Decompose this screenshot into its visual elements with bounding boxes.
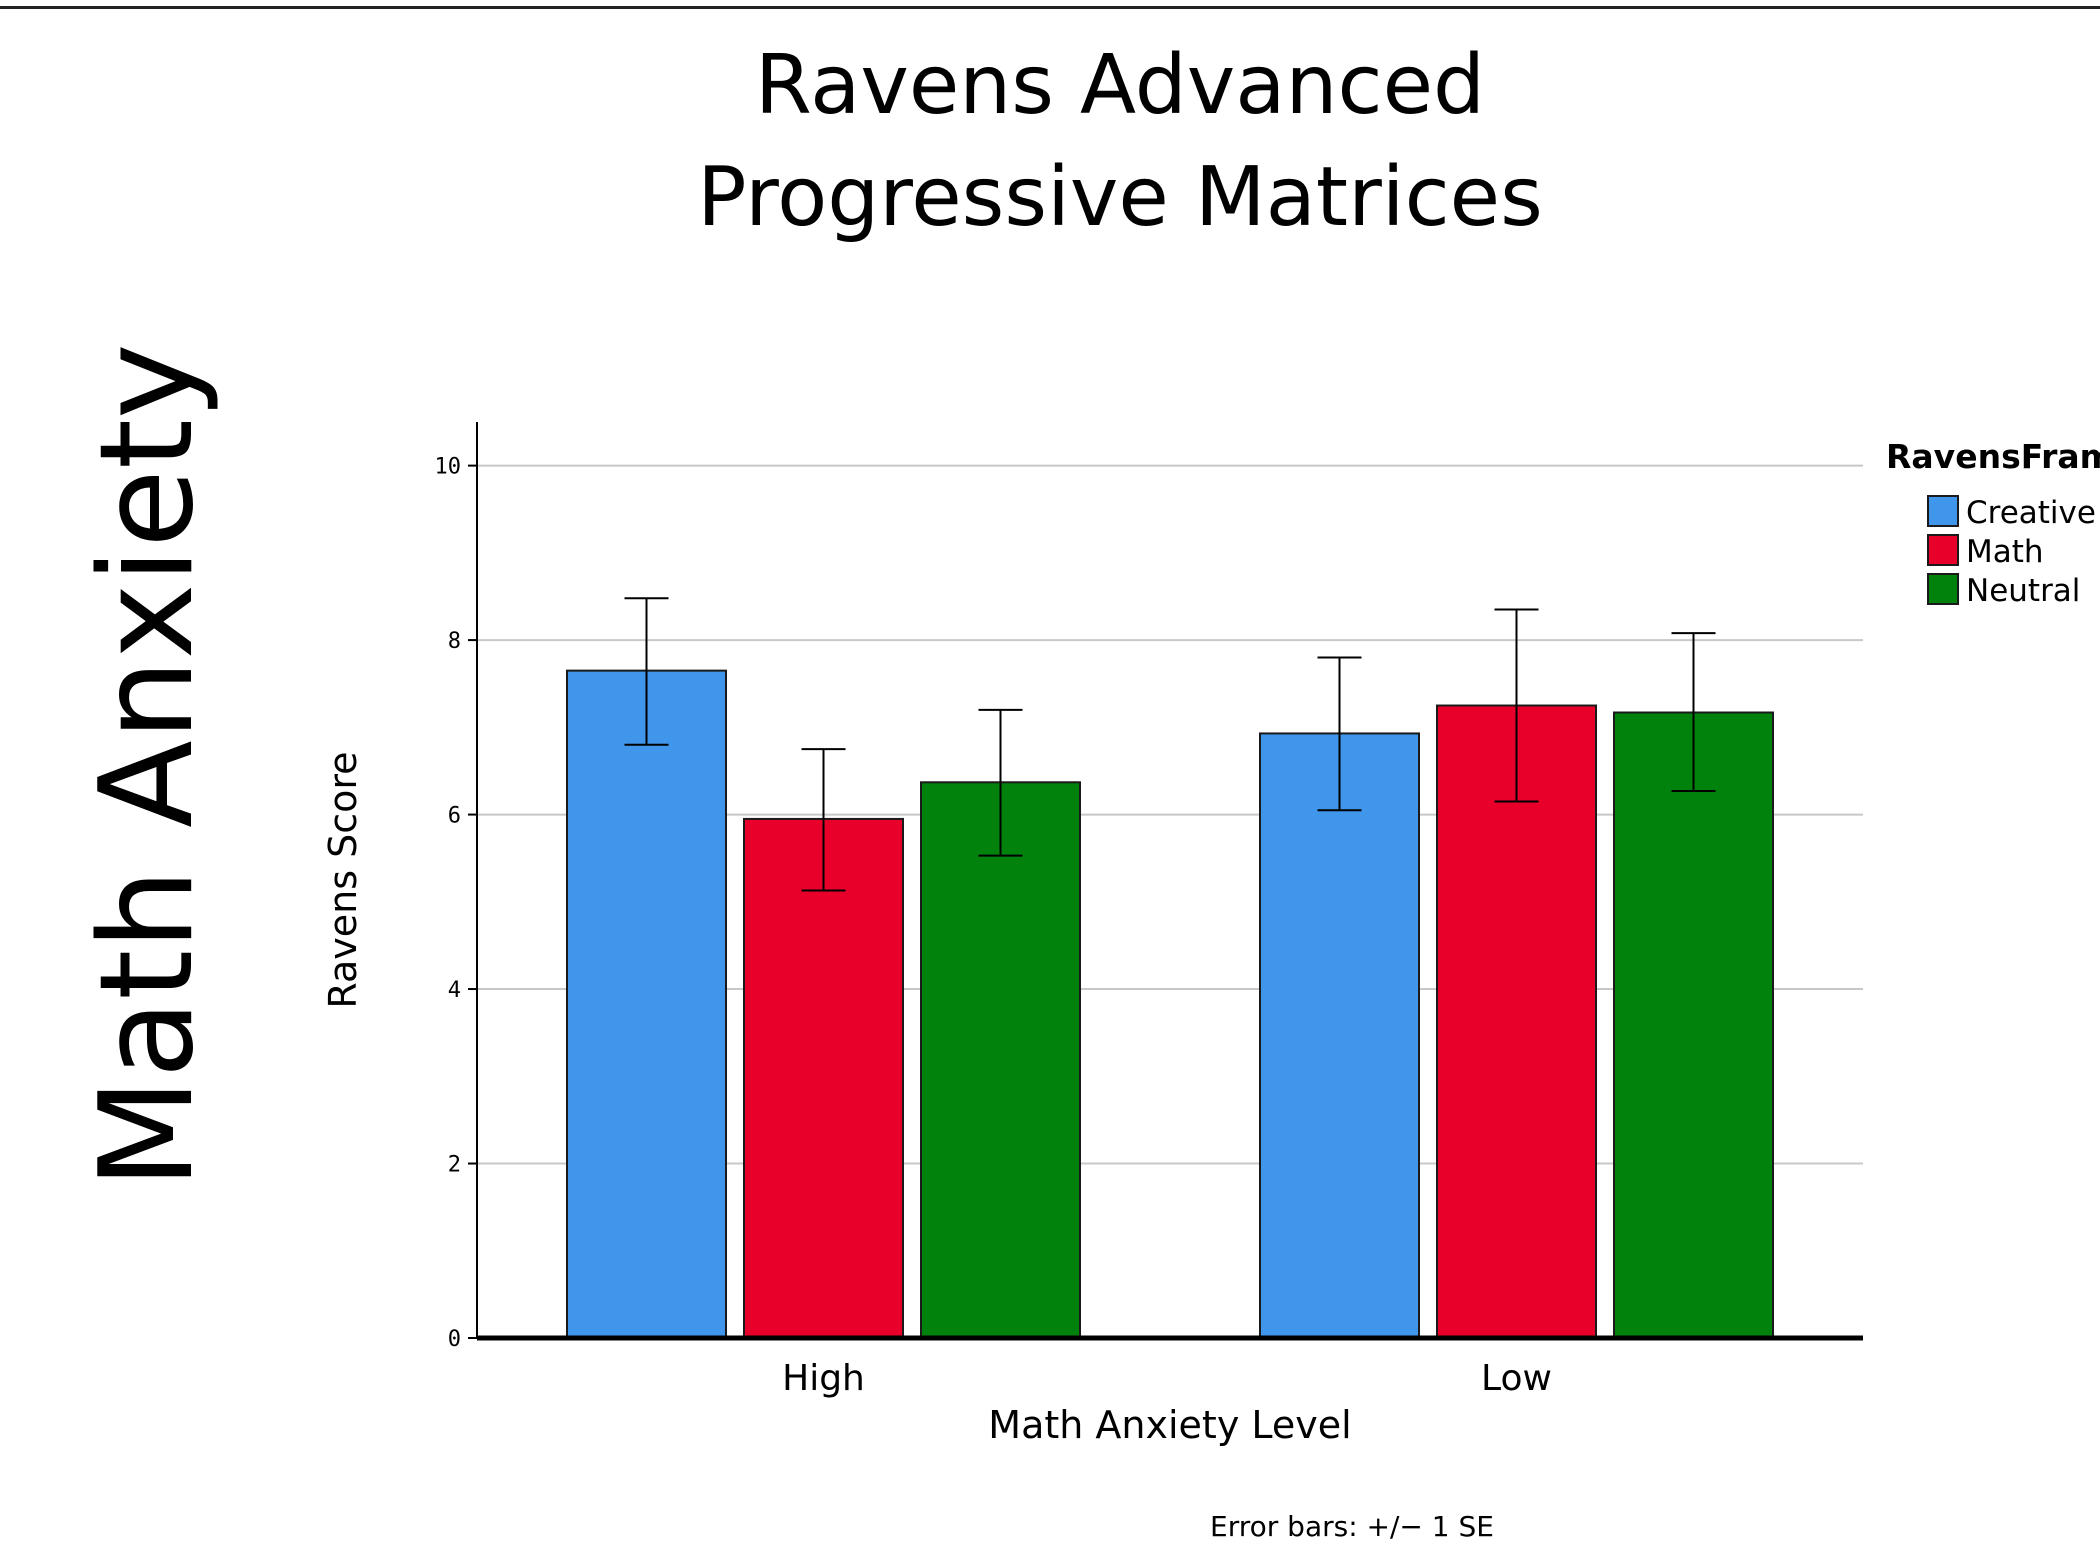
bar-math-low (1436, 704, 1597, 1339)
bar-creative-low (1259, 732, 1420, 1339)
error-bars (624, 597, 1716, 892)
x-axis-title: Math Anxiety Level (988, 1403, 1351, 1447)
y-tick-label: 6 (448, 804, 461, 829)
legend-label-math: Math (1966, 534, 2044, 570)
legend-swatch-creative (1927, 495, 1959, 527)
x-axis-category-labels: High Low (782, 1358, 1552, 1399)
legend-swatch-neutral (1927, 573, 1959, 605)
slide-title-line-1: Ravens Advanced (754, 38, 1486, 133)
slide-title: Ravens Advanced Progressive Matrices (560, 30, 1680, 254)
x-category-label: Low (1481, 1358, 1552, 1399)
y-tick-label: 2 (448, 1153, 461, 1178)
y-tick-label: 10 (435, 455, 462, 480)
bars (566, 669, 1774, 1339)
y-axis-ticks: 0 2 4 6 8 10 (435, 455, 477, 1352)
y-tick-label: 0 (448, 1327, 461, 1352)
legend-label-neutral: Neutral (1966, 573, 2080, 609)
legend-label-creative: Creative (1966, 495, 2096, 531)
bar-math-high (743, 817, 904, 1339)
x-category-label: High (782, 1358, 865, 1399)
legend-title: RavensFram (1886, 437, 2100, 476)
y-tick-label: 8 (448, 629, 461, 654)
y-axis-title: Ravens Score (321, 751, 365, 1008)
legend-swatch-math (1927, 534, 1959, 566)
top-rule (0, 6, 2100, 9)
y-tick-label: 4 (448, 978, 461, 1003)
bar-neutral-low (1613, 711, 1774, 1339)
bar-creative-high (566, 669, 727, 1339)
slide-title-line-2: Progressive Matrices (697, 150, 1543, 245)
bar-neutral-high (920, 781, 1081, 1339)
error-bars-footnote: Error bars: +/− 1 SE (1210, 1510, 1494, 1543)
